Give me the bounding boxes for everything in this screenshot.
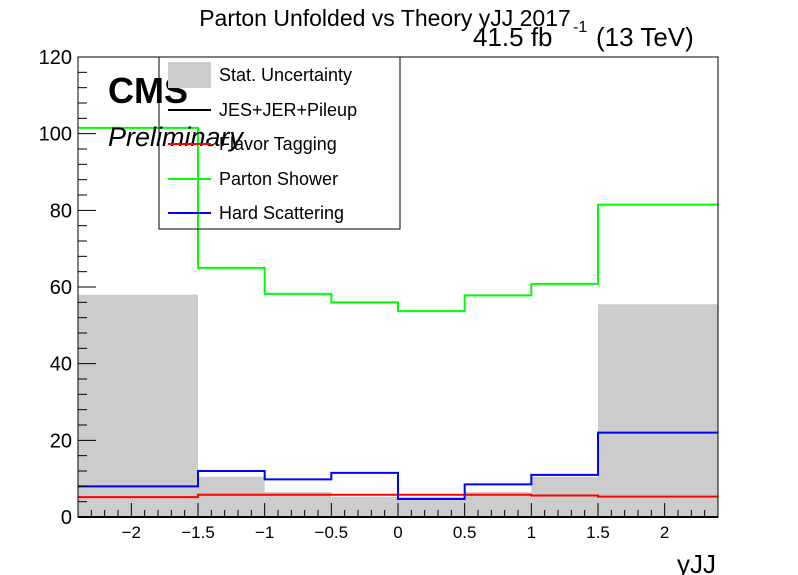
stat-uncertainty-bar [464,492,532,517]
series-line-hard-scattering [78,431,718,500]
legend-label: Hard Scattering [219,203,344,223]
lumi-label: 41.5 fb -1 (13 TeV) [473,19,694,52]
y-tick-label: 0 [61,507,72,529]
legend-entry-flavor-tagging: Flavor Tagging [168,134,337,154]
legend-entry-stat-uncertainty: Stat. Uncertainty [168,62,352,88]
x-tick-label: 1 [527,523,536,542]
energy-text: (13 TeV) [596,22,694,52]
lumi-exponent: -1 [573,19,587,36]
stat-uncertainty-bar [198,476,265,517]
legend: Stat. Uncertainty JES+JER+Pileup Flavor Ta… [158,56,401,230]
x-tick-label: 0 [393,523,402,542]
legend-label: Flavor Tagging [219,134,337,154]
stat-uncertainty-bar [598,304,718,517]
x-tick-label: 0.5 [453,523,477,542]
x-tick-label: −0.5 [315,523,349,542]
x-tick-label: −1 [255,523,274,542]
x-axis-title: yJJ [677,549,716,575]
y-tick-label: 20 [50,430,72,452]
legend-label: Stat. Uncertainty [219,65,352,85]
stat-uncertainty-bar [264,492,332,517]
x-tick-label: 2 [660,523,669,542]
legend-box [158,56,401,230]
legend-swatch [168,62,211,88]
preliminary-label: Preliminary [108,122,245,152]
series-line-parton-shower [78,126,718,313]
stat-uncertainty-bar [531,476,598,517]
stat-uncertainty-bars [78,294,718,517]
series-line-flavor-tagging [78,493,718,499]
legend-entry-parton-shower: Parton Shower [168,169,338,189]
legend-label: JES+JER+Pileup [219,100,357,120]
stat-uncertainty-bar [78,294,198,517]
y-tick-label: 40 [50,354,72,376]
stat-uncertainty-bar [331,497,398,517]
chart-title: Parton Unfolded vs Theory yJJ 2017 [199,5,571,31]
stat-uncertainty-bar [398,497,465,517]
axes: 0 20 40 60 80 100 120 −2 −1.5 −1 −0.5 0 0.5 1 1.5 2 [39,47,719,542]
lumi-text: 41.5 fb [473,22,553,52]
y-tick-label: 100 [39,124,72,146]
legend-entry-jes-jer-pileup: JES+JER+Pileup [168,100,357,120]
x-tick-label: 1.5 [586,523,610,542]
x-tick-label: −2 [122,523,141,542]
legend-label: Parton Shower [219,169,338,189]
legend-entry-hard-scattering: Hard Scattering [168,203,344,223]
y-tick-label: 60 [50,277,72,299]
x-tick-label: −1.5 [181,523,215,542]
y-tick-label: 80 [50,200,72,222]
y-tick-label: 120 [39,47,72,69]
